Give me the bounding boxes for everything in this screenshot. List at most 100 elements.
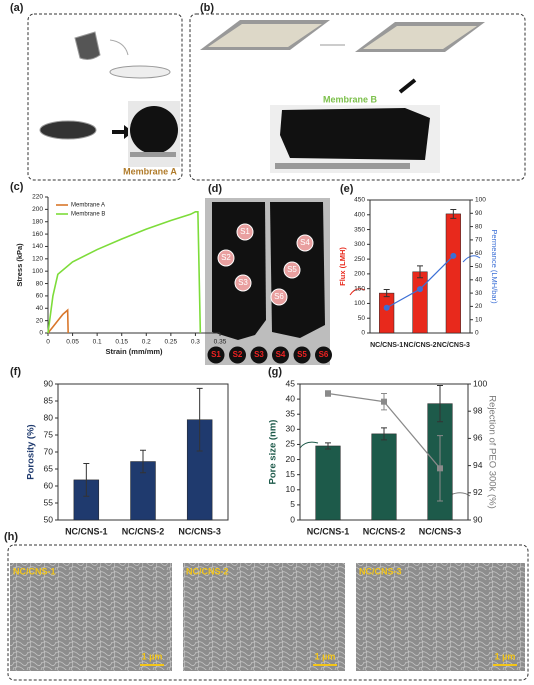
marker (417, 286, 423, 293)
image-label: NC/CNS-2 (186, 566, 229, 576)
y2-tick-label: 0 (475, 330, 479, 337)
sample-label: S5 (287, 265, 297, 274)
strip-label: S6 (319, 350, 329, 359)
y-tick-label: 300 (354, 241, 365, 248)
arrow (449, 492, 471, 497)
y-tick-label: 10 (286, 484, 296, 494)
error-bar (381, 427, 387, 441)
bar (371, 433, 397, 521)
x-tick-label: 0.1 (93, 339, 102, 346)
strip-marker (315, 346, 332, 364)
y-tick-label: 35 (286, 408, 296, 418)
y-axis-title: Flux (LMH) (338, 247, 347, 286)
sample-label: S1 (240, 227, 250, 236)
x-tick-label: NC/CNS-1 (65, 526, 108, 536)
y-tick-label: 50 (44, 514, 54, 524)
marker (383, 304, 390, 311)
y2-tick-label: 20 (475, 303, 483, 310)
sample-label: S4 (300, 238, 310, 247)
strip-marker (293, 346, 311, 364)
panel-label: (f) (10, 366, 21, 378)
legend-label: Membrane A (71, 203, 105, 209)
strip-label: S2 (233, 350, 243, 359)
scale-label: 1 µm (495, 651, 516, 661)
y-tick-label: 140 (32, 243, 43, 250)
y2-tick-label: 100 (475, 197, 486, 204)
y-tick-label: 5 (290, 499, 295, 509)
y-tick-label: 45 (286, 378, 296, 388)
panel-frame (189, 13, 526, 181)
error-bar (437, 385, 443, 423)
y2-tick-label: 98 (473, 405, 483, 415)
x-tick-label: 0.15 (115, 339, 128, 346)
x-tick-label: NC/CNS-2 (363, 526, 406, 536)
strip-marker (272, 346, 289, 364)
bar (379, 292, 395, 334)
sample-marker (236, 223, 254, 241)
y2-tick-label: 50 (475, 263, 483, 270)
illustration (200, 20, 485, 173)
caption: Membrane A (123, 166, 177, 176)
y-tick-label: 60 (36, 293, 44, 300)
error-bar (140, 449, 146, 474)
y-tick-label: 100 (354, 300, 365, 307)
sample-label: S6 (274, 292, 284, 301)
y-tick-label: 200 (354, 271, 365, 278)
panel-frame (27, 13, 183, 181)
illustration (39, 31, 180, 167)
panel-label: (c) (10, 181, 24, 193)
line (47, 308, 69, 334)
y2-tick-label: 90 (473, 514, 483, 524)
sample-label: S3 (238, 278, 248, 287)
y-tick-label: 15 (286, 469, 296, 479)
error-bar (383, 289, 390, 298)
strip-marker (207, 346, 225, 364)
y-tick-label: 65 (44, 463, 54, 473)
y2-tick-label: 70 (475, 237, 483, 244)
error-bar (325, 442, 331, 450)
y-tick-label: 220 (32, 194, 43, 201)
sem-image (356, 563, 525, 671)
bar (412, 271, 428, 334)
x-tick-label: 0.05 (66, 339, 79, 346)
panel-label: (d) (208, 183, 222, 195)
y-tick-label: 25 (286, 439, 296, 449)
error-bar (325, 390, 331, 397)
error-bar (83, 463, 90, 497)
y-tick-label: 40 (286, 393, 296, 403)
sample-marker (234, 274, 252, 292)
x-tick-label: 0.35 (214, 339, 227, 346)
strip-marker (229, 346, 246, 364)
bar (315, 445, 341, 521)
x-tick-label: NC/CNS-3 (178, 526, 221, 536)
sample-marker (270, 288, 288, 306)
sample-marker (296, 234, 314, 252)
y-tick-label: 85 (44, 395, 54, 405)
legend-label: Membrane B (71, 212, 105, 218)
y-tick-label: 90 (44, 378, 54, 388)
x-tick-label: NC/CNS-1 (370, 342, 403, 349)
y-tick-label: 80 (36, 280, 44, 287)
y2-axis-title: Permeance (LMH/bar) (490, 229, 499, 304)
x-axis-title: Strain (mm/mm) (105, 347, 163, 356)
x-tick-label: NC/CNS-3 (437, 342, 470, 349)
y-axis-title: Pore size (nm) (268, 420, 279, 485)
x-tick-label: NC/CNS-1 (307, 526, 350, 536)
x-tick-label: NC/CNS-2 (403, 342, 436, 349)
sample-marker (283, 261, 301, 279)
y-tick-label: 450 (354, 197, 365, 204)
y-tick-label: 30 (286, 424, 296, 434)
error-bar (381, 393, 387, 411)
x-tick-label: NC/CNS-3 (419, 526, 462, 536)
y-tick-label: 160 (32, 231, 43, 238)
caption: Membrane B (323, 94, 378, 104)
y-tick-label: 20 (286, 454, 296, 464)
y2-tick-label: 60 (475, 250, 483, 257)
y-tick-label: 55 (44, 497, 54, 507)
strip-marker (250, 346, 268, 364)
y-tick-label: 40 (36, 305, 44, 312)
error-bar (450, 208, 457, 219)
y-tick-label: 150 (354, 285, 365, 292)
y2-tick-label: 100 (473, 378, 487, 388)
